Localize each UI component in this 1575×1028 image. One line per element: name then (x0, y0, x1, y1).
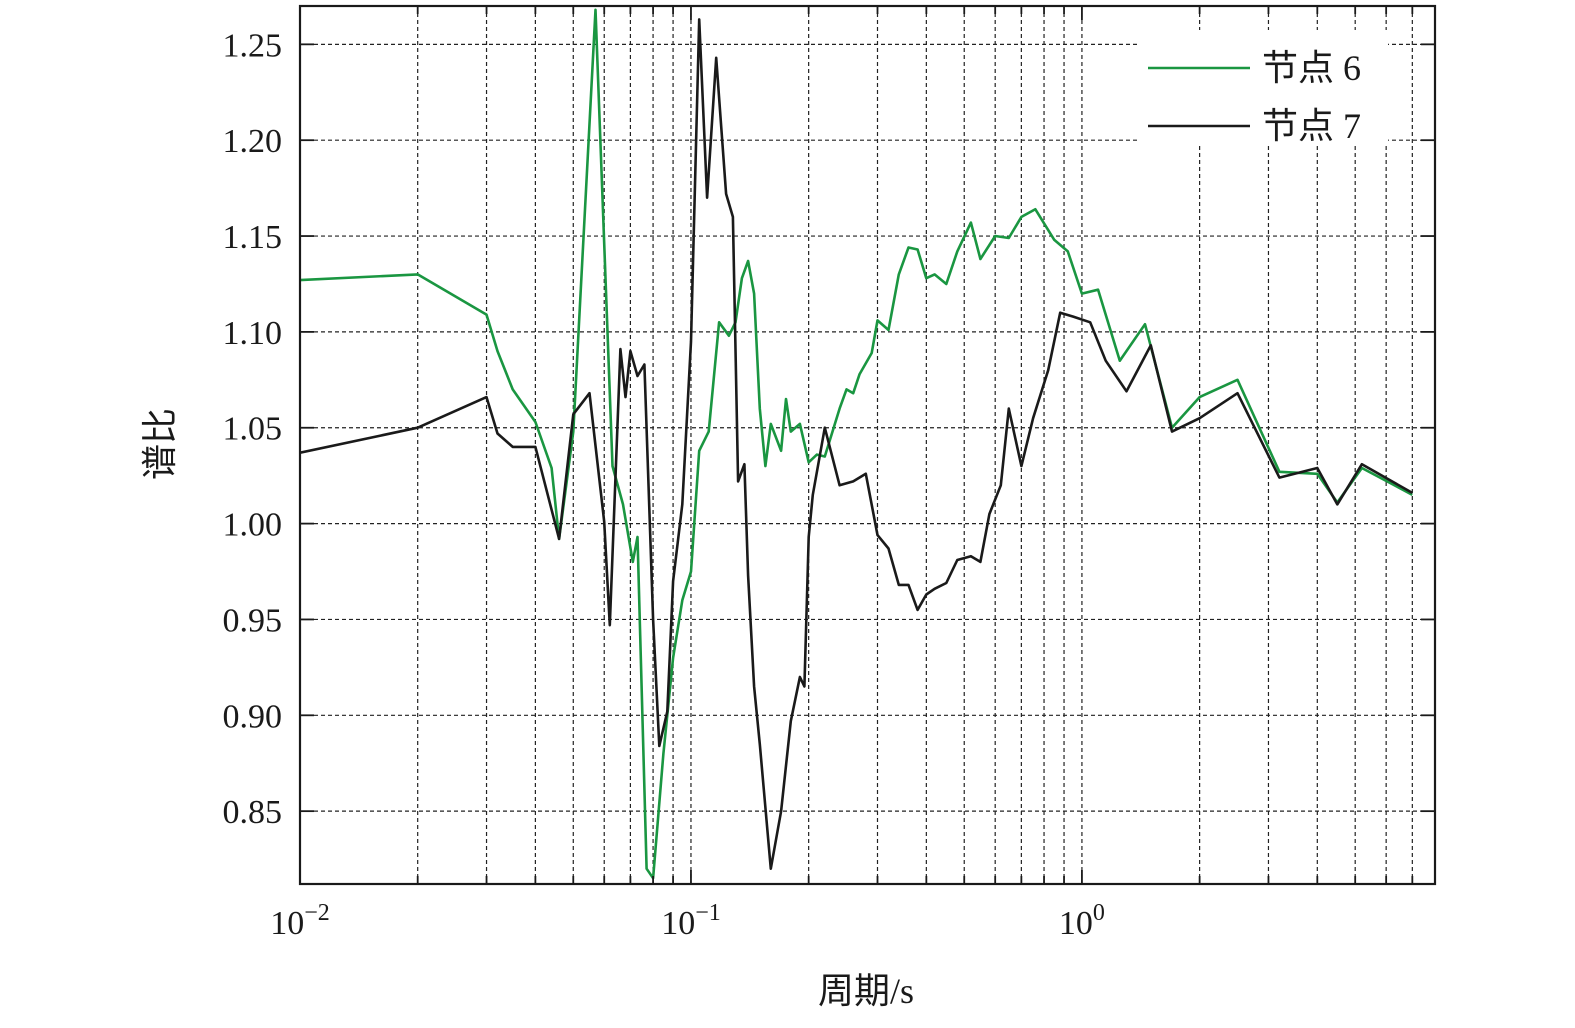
x-tick-label: 10−1 (661, 900, 721, 942)
grid-lines (300, 6, 1435, 884)
legend-label-1: 节点 6 (1262, 48, 1361, 88)
series-line-1 (300, 8, 1413, 880)
y-tick-label: 1.05 (223, 411, 283, 448)
x-tick-label: 10−2 (270, 900, 330, 942)
x-tick-label: 100 (1059, 900, 1105, 942)
x-axis-label: 周期/s (818, 971, 914, 1011)
y-tick-label: 1.15 (223, 219, 283, 256)
legend-label-2: 节点 7 (1262, 106, 1361, 146)
y-axis-label: 谱比 (140, 408, 180, 480)
y-tick-label: 0.90 (223, 698, 283, 735)
series-line-2 (300, 18, 1413, 871)
y-tick-label: 1.00 (223, 507, 283, 544)
y-tick-label: 1.25 (223, 27, 283, 64)
axis-ticks (299, 6, 1436, 884)
x-tick-labels: 10−2 10−1 100 (270, 900, 1105, 942)
y-tick-label: 1.10 (223, 315, 283, 352)
y-tick-labels: 0.85 0.90 0.95 1.00 1.05 1.10 1.15 1.20 1.25 (223, 27, 283, 831)
y-tick-label: 0.95 (223, 602, 283, 639)
series-lines (300, 8, 1413, 880)
y-tick-label: 0.85 (223, 794, 283, 831)
legend: 节点 6 节点 7 (1138, 30, 1388, 146)
y-tick-label: 1.20 (223, 123, 283, 160)
plot-frame (298, 4, 1437, 886)
